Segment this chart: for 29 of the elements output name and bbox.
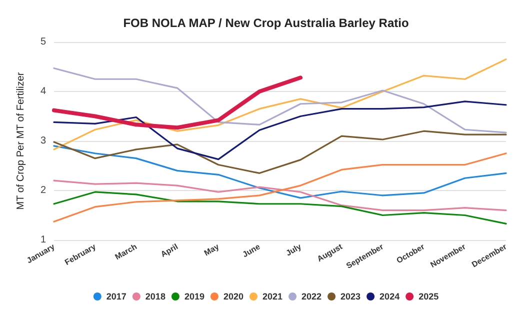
legend-label: 2021 [262, 292, 283, 302]
y-tick-label: 5 [40, 36, 46, 48]
y-tick-label: 1 [40, 234, 46, 246]
line-series [53, 130, 507, 174]
line-series [53, 152, 507, 222]
line-series [53, 180, 507, 212]
line-series [52, 76, 303, 130]
legend-label: 2019 [184, 292, 204, 302]
line-series [53, 145, 507, 199]
x-tick-label: June [241, 242, 262, 260]
legend-label: 2025 [418, 292, 439, 302]
legend-label: 2022 [302, 292, 322, 302]
line-series [53, 100, 507, 160]
y-tick-label: 4 [40, 86, 46, 97]
legend-label: 2024 [380, 292, 400, 302]
line-series [53, 191, 507, 224]
x-tick-label: July [284, 242, 304, 258]
legend-label: 2020 [223, 292, 244, 302]
line-series [53, 67, 507, 134]
legend-label: 2018 [145, 292, 166, 302]
x-tick-label: April [159, 242, 180, 259]
y-axis-title: MT of Crop Per MT of Fertilizer [16, 72, 26, 210]
y-tick-label: 2 [40, 185, 46, 196]
y-tick-label: 3 [40, 136, 46, 146]
chart-title: FOB NOLA MAP / New Crop Australia Barley Ratio [123, 16, 409, 30]
line-series [53, 58, 507, 150]
legend-label: 2017 [106, 292, 126, 302]
x-tick-label: May [202, 242, 222, 258]
legend-label: 2023 [340, 292, 361, 302]
